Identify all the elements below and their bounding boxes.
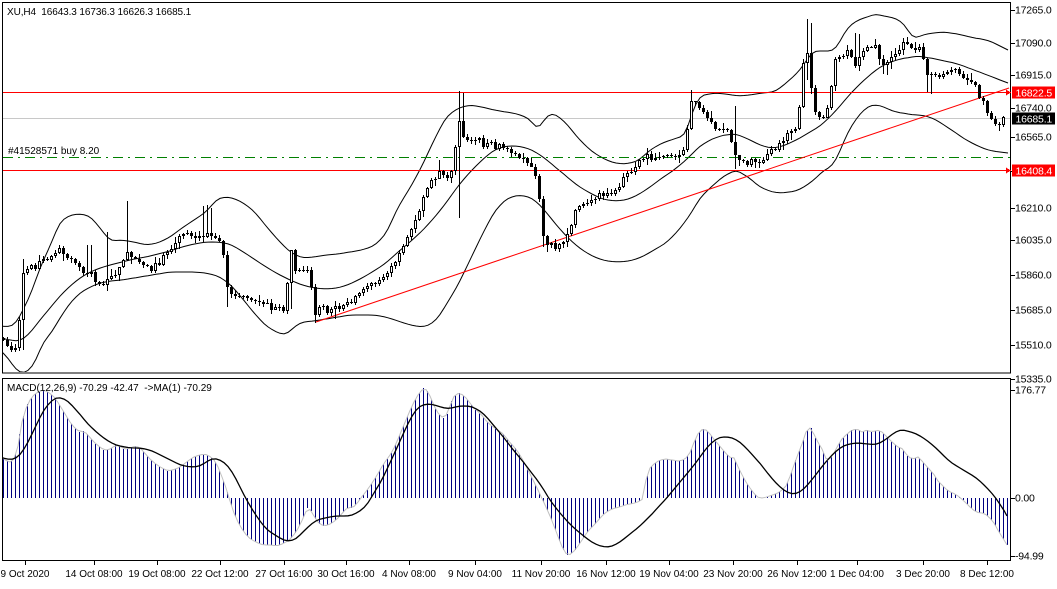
svg-text:3 Dec 20:00: 3 Dec 20:00 xyxy=(896,569,950,580)
svg-text:15335.0: 15335.0 xyxy=(1015,374,1052,386)
svg-text:176.77: 176.77 xyxy=(1015,385,1046,397)
svg-text:16822.5: 16822.5 xyxy=(1016,88,1053,100)
svg-text:8 Dec 12:00: 8 Dec 12:00 xyxy=(960,569,1014,580)
svg-text:16408.4: 16408.4 xyxy=(1016,166,1053,178)
svg-text:30 Oct 16:00: 30 Oct 16:00 xyxy=(317,569,375,580)
svg-text:16740.0: 16740.0 xyxy=(1015,103,1052,115)
svg-text:15860.0: 15860.0 xyxy=(1015,270,1052,282)
svg-text:14 Oct 08:00: 14 Oct 08:00 xyxy=(65,569,123,580)
svg-text:15510.0: 15510.0 xyxy=(1015,340,1052,352)
svg-text:27 Oct 16:00: 27 Oct 16:00 xyxy=(255,569,313,580)
svg-text:-94.99: -94.99 xyxy=(1015,551,1044,563)
svg-text:MACD(12,26,9) -70.29 -42.47 -: MACD(12,26,9) -70.29 -42.47 ->MA(1) -70.… xyxy=(7,383,212,394)
svg-text:XU,H4 16643.3 16736.3 16626.3: XU,H4 16643.3 16736.3 16626.3 16685.1 xyxy=(7,7,192,18)
svg-text:16915.0: 16915.0 xyxy=(1015,70,1052,82)
svg-text:15685.0: 15685.0 xyxy=(1015,305,1052,317)
svg-text:16 Nov 12:00: 16 Nov 12:00 xyxy=(576,569,636,580)
svg-text:26 Nov 12:00: 26 Nov 12:00 xyxy=(767,569,827,580)
svg-text:9 Nov 04:00: 9 Nov 04:00 xyxy=(448,569,502,580)
svg-text:16035.0: 16035.0 xyxy=(1015,235,1052,247)
svg-text:17090.0: 17090.0 xyxy=(1015,38,1052,50)
svg-text:19 Nov 04:00: 19 Nov 04:00 xyxy=(639,569,699,580)
svg-text:4 Nov 08:00: 4 Nov 08:00 xyxy=(382,569,436,580)
svg-text:9 Oct 2020: 9 Oct 2020 xyxy=(1,569,50,580)
svg-text:16685.1: 16685.1 xyxy=(1016,114,1053,126)
svg-text:0.00: 0.00 xyxy=(1015,493,1035,505)
svg-text:11 Nov 20:00: 11 Nov 20:00 xyxy=(512,569,571,580)
svg-text:22 Oct 12:00: 22 Oct 12:00 xyxy=(191,569,249,580)
svg-text:17265.0: 17265.0 xyxy=(1015,5,1052,17)
svg-text:19 Oct 08:00: 19 Oct 08:00 xyxy=(128,569,186,580)
svg-text:23 Nov 20:00: 23 Nov 20:00 xyxy=(703,569,763,580)
svg-text:#41528571 buy 8.20: #41528571 buy 8.20 xyxy=(8,146,100,157)
svg-text:16565.0: 16565.0 xyxy=(1015,132,1052,144)
svg-text:16210.0: 16210.0 xyxy=(1015,203,1052,215)
svg-text:1 Dec 04:00: 1 Dec 04:00 xyxy=(830,569,884,580)
